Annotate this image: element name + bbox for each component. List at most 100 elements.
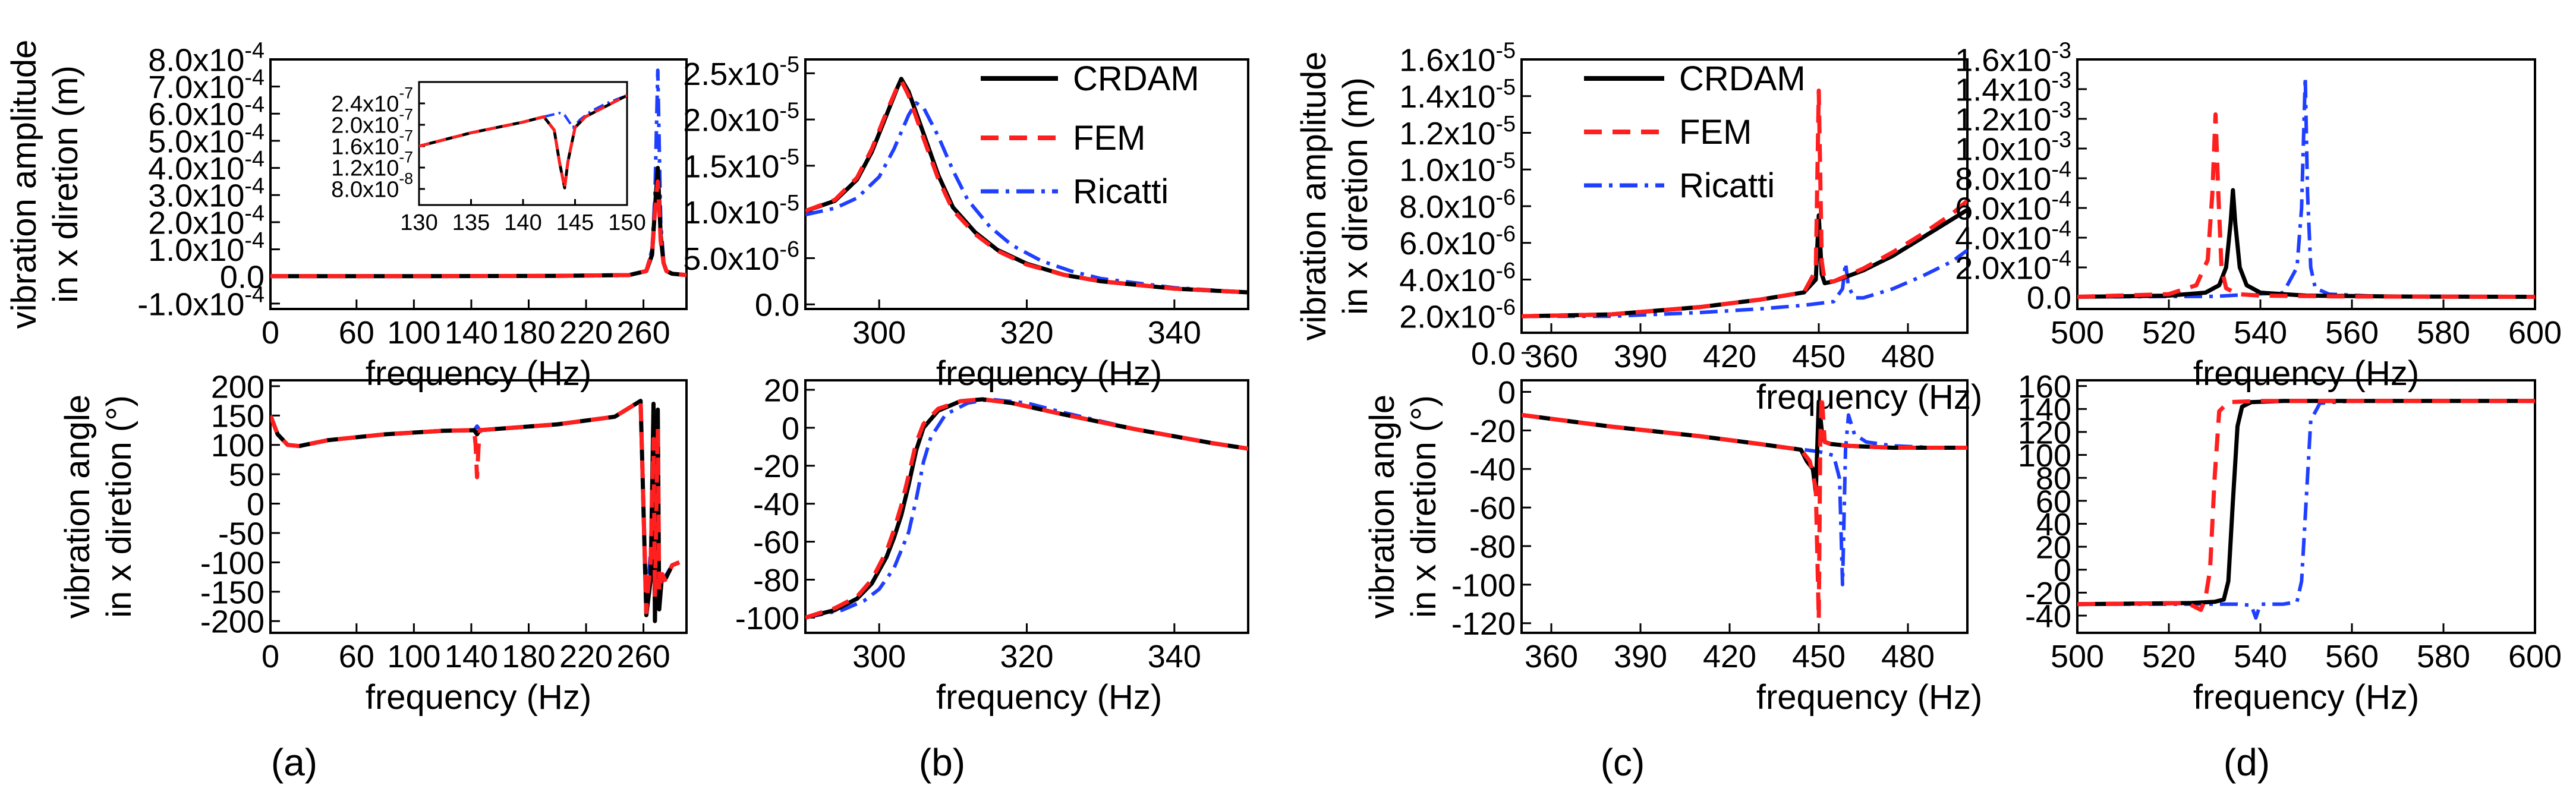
- x-tick-label: 540: [2234, 639, 2287, 674]
- y-tick-label: 100: [2018, 438, 2071, 474]
- y-axis-label: vibration angle: [58, 395, 97, 619]
- legend-c-label-fem: FEM: [1679, 113, 1752, 152]
- y-tick-label: 0: [782, 411, 799, 446]
- x-tick-label: 450: [1792, 639, 1846, 674]
- y-tick-label: 6.0x10-6: [1399, 222, 1516, 261]
- series-line-ricatti: [2077, 399, 2535, 620]
- x-tick-label: 600: [2508, 639, 2562, 674]
- series-line-fem: [419, 94, 627, 190]
- y-tick-label: -150: [200, 575, 264, 610]
- y-tick-label: -100: [200, 545, 264, 581]
- x-tick-label: 140: [445, 639, 498, 674]
- x-tick-label: 340: [1148, 315, 1201, 351]
- x-tick-label: 520: [2142, 639, 2196, 674]
- y-tick-label: 200: [211, 369, 264, 405]
- y-tick-label: 50: [229, 458, 264, 493]
- x-tick-label: 60: [339, 315, 374, 351]
- x-axis-label: frequency (Hz): [936, 354, 1162, 393]
- y-tick-label: 0.0: [220, 260, 264, 295]
- y-tick-label: 8.0x10-4: [1955, 157, 2071, 197]
- panel-label-d: (d): [2224, 741, 2270, 784]
- x-tick-label: 390: [1614, 339, 1667, 374]
- series-line-fem: [2077, 112, 2535, 299]
- y-tick-label: 0.0: [755, 288, 799, 323]
- x-tick-label: 260: [617, 315, 670, 351]
- series-line-crdam: [1522, 208, 1967, 318]
- chart-a-top: 0 60 100 140 180 220 2608.0x10-47.0x10-46.0x10…: [5, 38, 688, 393]
- legend-c: CRDAM FEM Ricatti: [1584, 59, 1806, 205]
- chart-a-top-inset: 130 135 140 145 1502.4x10-72.0x10-71.6x10-71…: [331, 81, 646, 235]
- legend-b: CRDAM FEM Ricatti: [981, 59, 1199, 211]
- plot-frame: [2076, 58, 2536, 310]
- y-axis-label: in x diretion (m): [1336, 77, 1375, 315]
- series-group: [270, 68, 686, 279]
- x-tick-label: 60: [339, 639, 374, 674]
- plot-frame: [269, 379, 688, 634]
- y-tick-label: 150: [211, 399, 264, 434]
- y-axis-label: vibration angle: [1363, 395, 1402, 619]
- x-axis-label: frequency (Hz): [936, 678, 1162, 717]
- y-tick-label: 80: [2036, 461, 2071, 497]
- x-axis-label: frequency (Hz): [366, 354, 591, 393]
- series-group: [805, 397, 1248, 620]
- y-tick-label: 60: [2036, 484, 2071, 519]
- chart-a-bottom: 0 60 100 140 180 220 260200150100500-50-100-15…: [58, 369, 688, 717]
- y-tick-label: -40: [2025, 598, 2071, 634]
- x-tick-label: 145: [556, 210, 594, 235]
- y-tick-label: -200: [200, 604, 264, 640]
- panel-label-c: (c): [1601, 741, 1645, 784]
- series-line-fem: [1522, 393, 1967, 622]
- y-tick-label: 2.0x10-5: [683, 99, 799, 138]
- x-tick-label: 140: [504, 210, 541, 235]
- y-tick-label: -40: [753, 487, 799, 522]
- series-line-fem: [2077, 399, 2535, 612]
- y-tick-label: -50: [218, 516, 264, 551]
- series-group: [805, 77, 1248, 295]
- y-tick-label: 160: [2018, 369, 2071, 405]
- series-line-ricatti: [1522, 248, 1967, 318]
- y-tick-label: 0: [247, 487, 264, 522]
- series-line-ricatti: [805, 101, 1248, 294]
- y-tick-label: -60: [1469, 491, 1516, 526]
- x-tick-label: 540: [2234, 315, 2287, 351]
- x-axis-label: frequency (Hz): [366, 678, 591, 717]
- legend-b-label-ricatti: Ricatti: [1073, 172, 1169, 211]
- y-tick-label: 1.5x10-5: [683, 144, 799, 184]
- y-tick-label: -60: [753, 525, 799, 560]
- y-axis-label: vibration amplitude: [5, 40, 43, 329]
- y-axis-label: in x diretion (m): [46, 65, 85, 303]
- plot-frame: [2076, 379, 2536, 634]
- x-tick-label: 320: [1000, 639, 1053, 674]
- chart-b-bottom: 300 320 340 200-20-40-60-80-100 frequency (H…: [735, 373, 1249, 717]
- x-tick-label: 420: [1703, 339, 1756, 374]
- x-tick-label: 480: [1881, 639, 1935, 674]
- x-tick-label: 0: [262, 315, 279, 351]
- x-tick-label: 320: [1000, 315, 1053, 351]
- x-tick-label: 300: [852, 315, 906, 351]
- panel-label-b: (b): [919, 741, 965, 784]
- series-group: [419, 94, 627, 190]
- x-tick-label: 450: [1792, 339, 1846, 374]
- plot-frame: [1520, 58, 1969, 334]
- y-tick-label: -80: [753, 563, 799, 598]
- x-tick-label: 260: [617, 639, 670, 674]
- chart-c-top: 360 390 420 450 480 1.6x10-51.4x10-51.2x10-51…: [1295, 38, 1982, 417]
- y-tick-label: 5.0x10-6: [683, 237, 799, 277]
- y-tick-label: 140: [2018, 392, 2071, 428]
- series-line-ricatti: [2077, 75, 2535, 299]
- series-line-fem: [805, 78, 1248, 295]
- series-line-crdam: [270, 399, 681, 623]
- plot-frame: [1520, 379, 1969, 634]
- chart-b-top: 300 320 340 2.5x10-5 2.0x10-5 1.5x10-5 1.0x10-…: [683, 52, 1249, 393]
- x-tick-label: 130: [400, 210, 437, 235]
- y-tick-label: 2.5x10-5: [683, 52, 799, 92]
- y-axis-label: in x diretion (°): [100, 395, 138, 618]
- series-group: [270, 399, 681, 623]
- x-tick-label: 100: [387, 315, 440, 351]
- legend-b-label-crdam: CRDAM: [1073, 59, 1199, 98]
- series-line-crdam: [805, 397, 1248, 620]
- x-tick-label: 480: [1881, 339, 1935, 374]
- x-tick-label: 500: [2051, 315, 2104, 351]
- series-line-crdam: [2077, 188, 2535, 299]
- panel-label-a: (a): [271, 741, 317, 784]
